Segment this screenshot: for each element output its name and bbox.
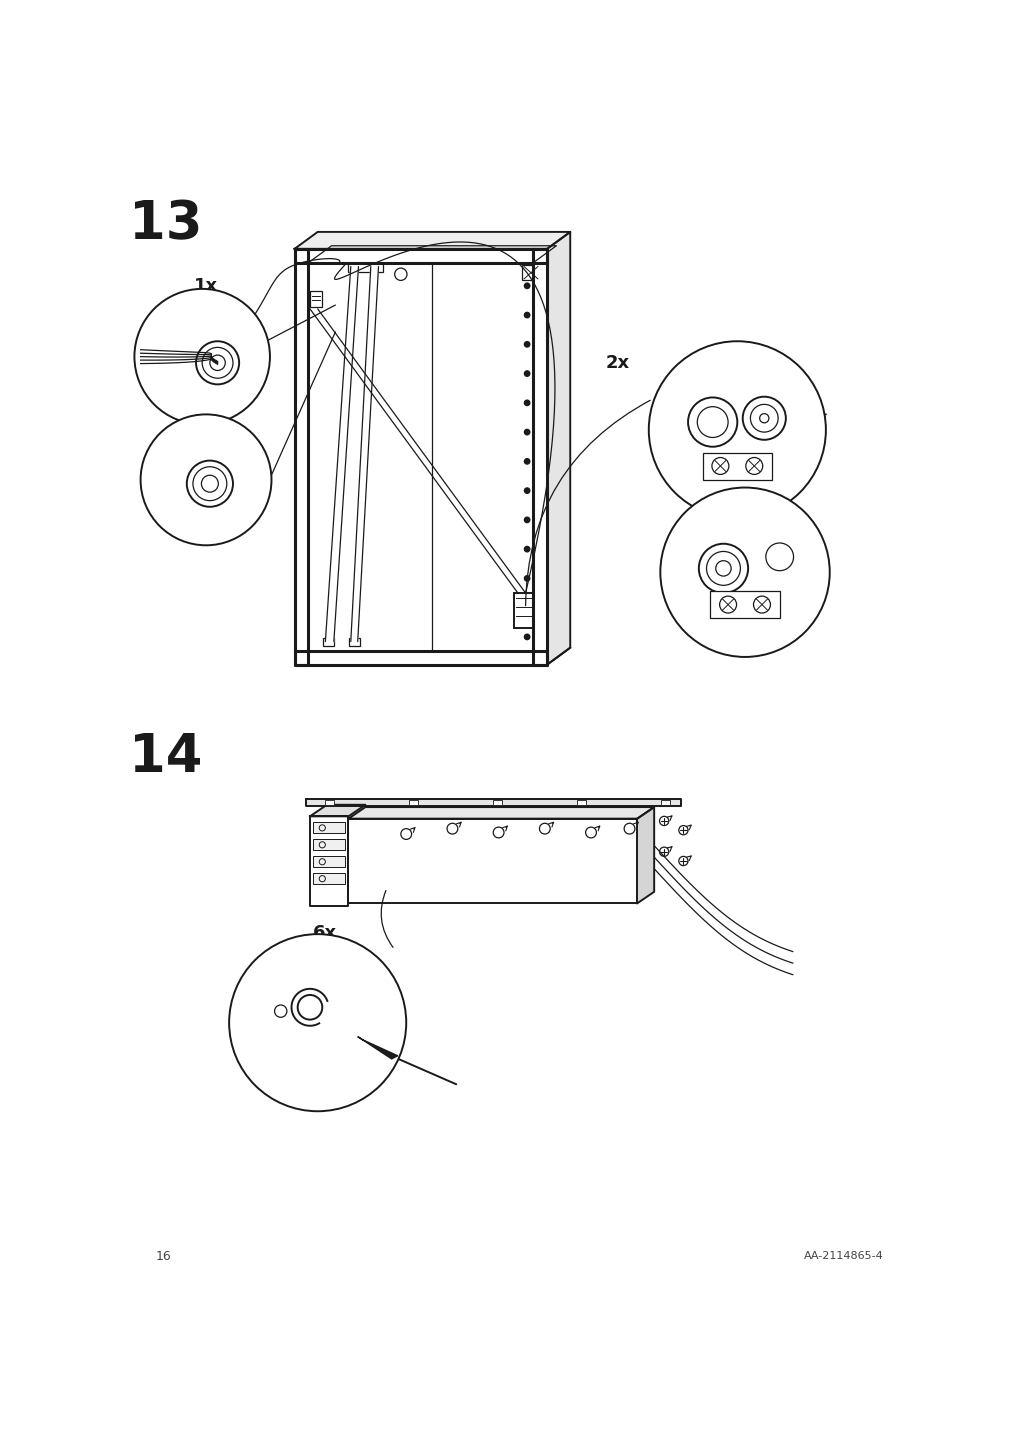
Circle shape — [524, 634, 530, 640]
Circle shape — [524, 371, 530, 377]
Text: 2x: 2x — [606, 354, 630, 372]
Polygon shape — [357, 1037, 397, 1058]
FancyBboxPatch shape — [710, 591, 778, 619]
Polygon shape — [326, 266, 358, 642]
Text: 6x: 6x — [313, 924, 337, 942]
FancyBboxPatch shape — [514, 593, 537, 627]
FancyBboxPatch shape — [323, 639, 334, 646]
Polygon shape — [294, 232, 569, 249]
Circle shape — [228, 934, 405, 1111]
Circle shape — [660, 487, 829, 657]
Circle shape — [524, 604, 530, 610]
Polygon shape — [533, 249, 547, 664]
Text: 13: 13 — [129, 198, 202, 251]
FancyBboxPatch shape — [348, 262, 383, 272]
FancyBboxPatch shape — [349, 639, 360, 646]
Circle shape — [524, 284, 530, 288]
FancyBboxPatch shape — [702, 453, 771, 480]
FancyBboxPatch shape — [325, 800, 334, 805]
Circle shape — [524, 517, 530, 523]
Circle shape — [524, 312, 530, 318]
Polygon shape — [305, 799, 680, 806]
Polygon shape — [294, 249, 308, 664]
Circle shape — [524, 576, 530, 581]
FancyBboxPatch shape — [522, 265, 539, 281]
FancyBboxPatch shape — [312, 822, 345, 833]
Polygon shape — [637, 808, 653, 904]
Circle shape — [524, 547, 530, 551]
Circle shape — [648, 341, 825, 518]
Text: AA-2114865-4: AA-2114865-4 — [803, 1252, 883, 1262]
FancyBboxPatch shape — [408, 800, 418, 805]
Polygon shape — [348, 819, 637, 904]
Circle shape — [141, 414, 271, 546]
Polygon shape — [547, 232, 569, 664]
Text: 14: 14 — [129, 732, 202, 783]
Circle shape — [134, 289, 270, 424]
Polygon shape — [294, 650, 547, 664]
Circle shape — [524, 430, 530, 435]
Text: 1x: 1x — [194, 276, 218, 295]
FancyBboxPatch shape — [312, 839, 345, 851]
Polygon shape — [348, 808, 653, 819]
Text: 16: 16 — [156, 1250, 172, 1263]
Circle shape — [524, 400, 530, 405]
Polygon shape — [309, 805, 365, 816]
FancyBboxPatch shape — [576, 800, 585, 805]
Circle shape — [524, 488, 530, 493]
FancyBboxPatch shape — [309, 291, 321, 306]
FancyBboxPatch shape — [660, 800, 669, 805]
Circle shape — [524, 458, 530, 464]
Polygon shape — [294, 249, 547, 262]
FancyBboxPatch shape — [492, 800, 501, 805]
Circle shape — [524, 342, 530, 347]
Polygon shape — [351, 266, 378, 642]
FancyBboxPatch shape — [312, 856, 345, 868]
Polygon shape — [309, 816, 348, 905]
FancyBboxPatch shape — [312, 874, 345, 884]
